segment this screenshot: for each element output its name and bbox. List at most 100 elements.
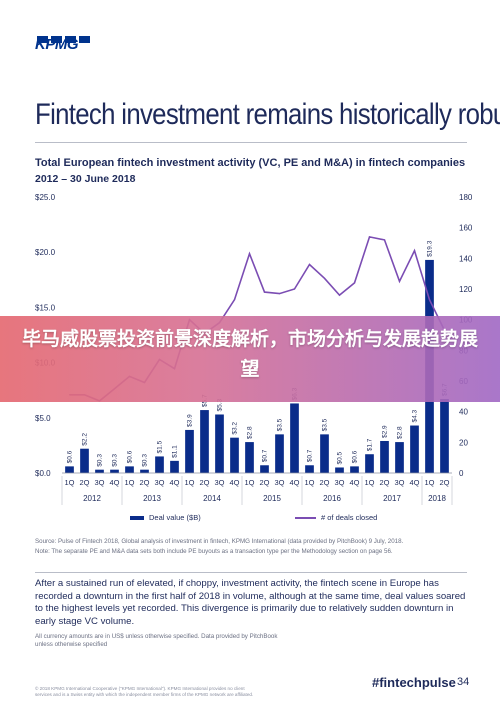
bar <box>155 456 164 473</box>
bar <box>395 442 404 473</box>
bar <box>290 403 299 473</box>
bar-label: $3.5 <box>277 418 284 431</box>
year-label: 2014 <box>203 494 221 503</box>
quarter-label: 2Q <box>139 478 149 487</box>
bar <box>110 469 119 473</box>
bar-label: $2.2 <box>82 433 89 446</box>
bar <box>170 460 179 473</box>
source-line: Source: Pulse of Fintech 2018, Global an… <box>35 538 404 545</box>
left-axis-tick: $0.0 <box>35 469 51 478</box>
hashtag: #fintechpulse <box>372 675 456 690</box>
bar-label: $1.7 <box>367 438 374 451</box>
left-axis-tick: $15.0 <box>35 303 56 312</box>
bar <box>65 466 74 473</box>
quarter-label: 2Q <box>259 478 269 487</box>
bar-label: $1.1 <box>172 445 179 458</box>
bar <box>365 454 374 473</box>
footnote-line: unless otherwise specified <box>35 641 108 648</box>
deals-point <box>263 291 266 293</box>
bar <box>215 414 224 473</box>
kpmg-logo-boxes-icon <box>37 36 90 43</box>
bar-label: $0.5 <box>337 451 344 464</box>
bar <box>95 469 104 473</box>
quarter-label: 3Q <box>394 478 404 487</box>
legend-label-deal-count: # of deals closed <box>321 513 377 522</box>
right-axis-tick: 120 <box>459 285 473 294</box>
bar-label: $2.8 <box>247 426 254 439</box>
quarter-label: 1Q <box>424 478 434 487</box>
bar-label: $3.2 <box>232 422 239 435</box>
quarter-label: 2Q <box>199 478 209 487</box>
bar-label: $0.3 <box>97 454 104 467</box>
year-label: 2017 <box>383 494 401 503</box>
bar-label: $5.3 <box>217 398 224 411</box>
quarter-label: 1Q <box>124 478 134 487</box>
quarter-label: 3Q <box>214 478 224 487</box>
quarter-label: 1Q <box>64 478 74 487</box>
quarter-label: 1Q <box>364 478 374 487</box>
year-label: 2013 <box>143 494 161 503</box>
bar <box>230 437 239 473</box>
deals-point <box>278 293 281 295</box>
banner-title: 毕马威股票投资前景深度解析，市场分析与发展趋势展望 <box>21 328 478 380</box>
bar-label: $0.6 <box>127 450 134 463</box>
quarter-label: 1Q <box>184 478 194 487</box>
year-label: 2012 <box>83 494 101 503</box>
bar <box>335 467 344 473</box>
quarter-label: 1Q <box>244 478 254 487</box>
bar-label: $3.5 <box>322 418 329 431</box>
commentary-paragraph: After a sustained run of elevated, if ch… <box>35 578 466 627</box>
deals-point <box>233 299 236 301</box>
copyright-line: services and is a Swiss entity with whic… <box>35 692 254 697</box>
bar <box>350 466 359 473</box>
footnote: All currency amounts are in US$ unless o… <box>35 633 277 649</box>
quarter-label: 4Q <box>349 478 359 487</box>
divider <box>35 572 467 573</box>
year-label: 2018 <box>428 494 446 503</box>
quarter-label: 3Q <box>154 478 164 487</box>
bar <box>320 434 329 473</box>
bar <box>125 466 134 473</box>
bar <box>440 399 449 473</box>
source-note: Source: Pulse of Fintech 2018, Global an… <box>35 537 467 557</box>
deals-point <box>413 250 416 252</box>
year-label: 2015 <box>263 494 281 503</box>
left-axis-tick: $25.0 <box>35 193 56 202</box>
bar <box>380 440 389 473</box>
quarter-label: 4Q <box>109 478 119 487</box>
bar <box>185 429 194 473</box>
quarter-label: 3Q <box>274 478 284 487</box>
chart-subtitle: 2012 – 30 June 2018 <box>35 173 136 185</box>
copyright: © 2018 KPMG International Cooperative ("… <box>35 686 335 698</box>
quarter-label: 4Q <box>169 478 179 487</box>
overlay-banner <box>0 316 500 402</box>
bar-label: $19.3 <box>427 240 434 257</box>
deals-point <box>338 294 341 296</box>
right-axis-tick: 180 <box>459 193 473 202</box>
bar-label: $2.8 <box>397 426 404 439</box>
quarter-label: 3Q <box>94 478 104 487</box>
footnote-line: All currency amounts are in US$ unless o… <box>35 633 278 640</box>
bar <box>275 434 284 473</box>
right-axis-tick: 20 <box>459 438 468 447</box>
bar-label: $0.7 <box>262 449 269 462</box>
bar <box>140 469 149 473</box>
deals-point <box>353 282 356 284</box>
right-axis-tick: 40 <box>459 408 468 417</box>
bar-label: $4.3 <box>412 409 419 422</box>
bar-label: $0.6 <box>67 450 74 463</box>
year-label: 2016 <box>323 494 341 503</box>
bar-label: $0.3 <box>112 454 119 467</box>
copyright-line: © 2018 KPMG International Cooperative ("… <box>35 686 245 691</box>
quarter-label: 2Q <box>379 478 389 487</box>
bar <box>305 465 314 473</box>
divider <box>35 142 467 143</box>
quarter-label: 4Q <box>289 478 299 487</box>
bar-label: $0.7 <box>307 449 314 462</box>
bar <box>410 425 419 473</box>
right-axis-tick: 160 <box>459 224 473 233</box>
legend-label-deal-value: Deal value ($B) <box>149 513 201 522</box>
quarter-label: 2Q <box>319 478 329 487</box>
quarter-label: 4Q <box>229 478 239 487</box>
bar-label: $3.9 <box>187 414 194 427</box>
